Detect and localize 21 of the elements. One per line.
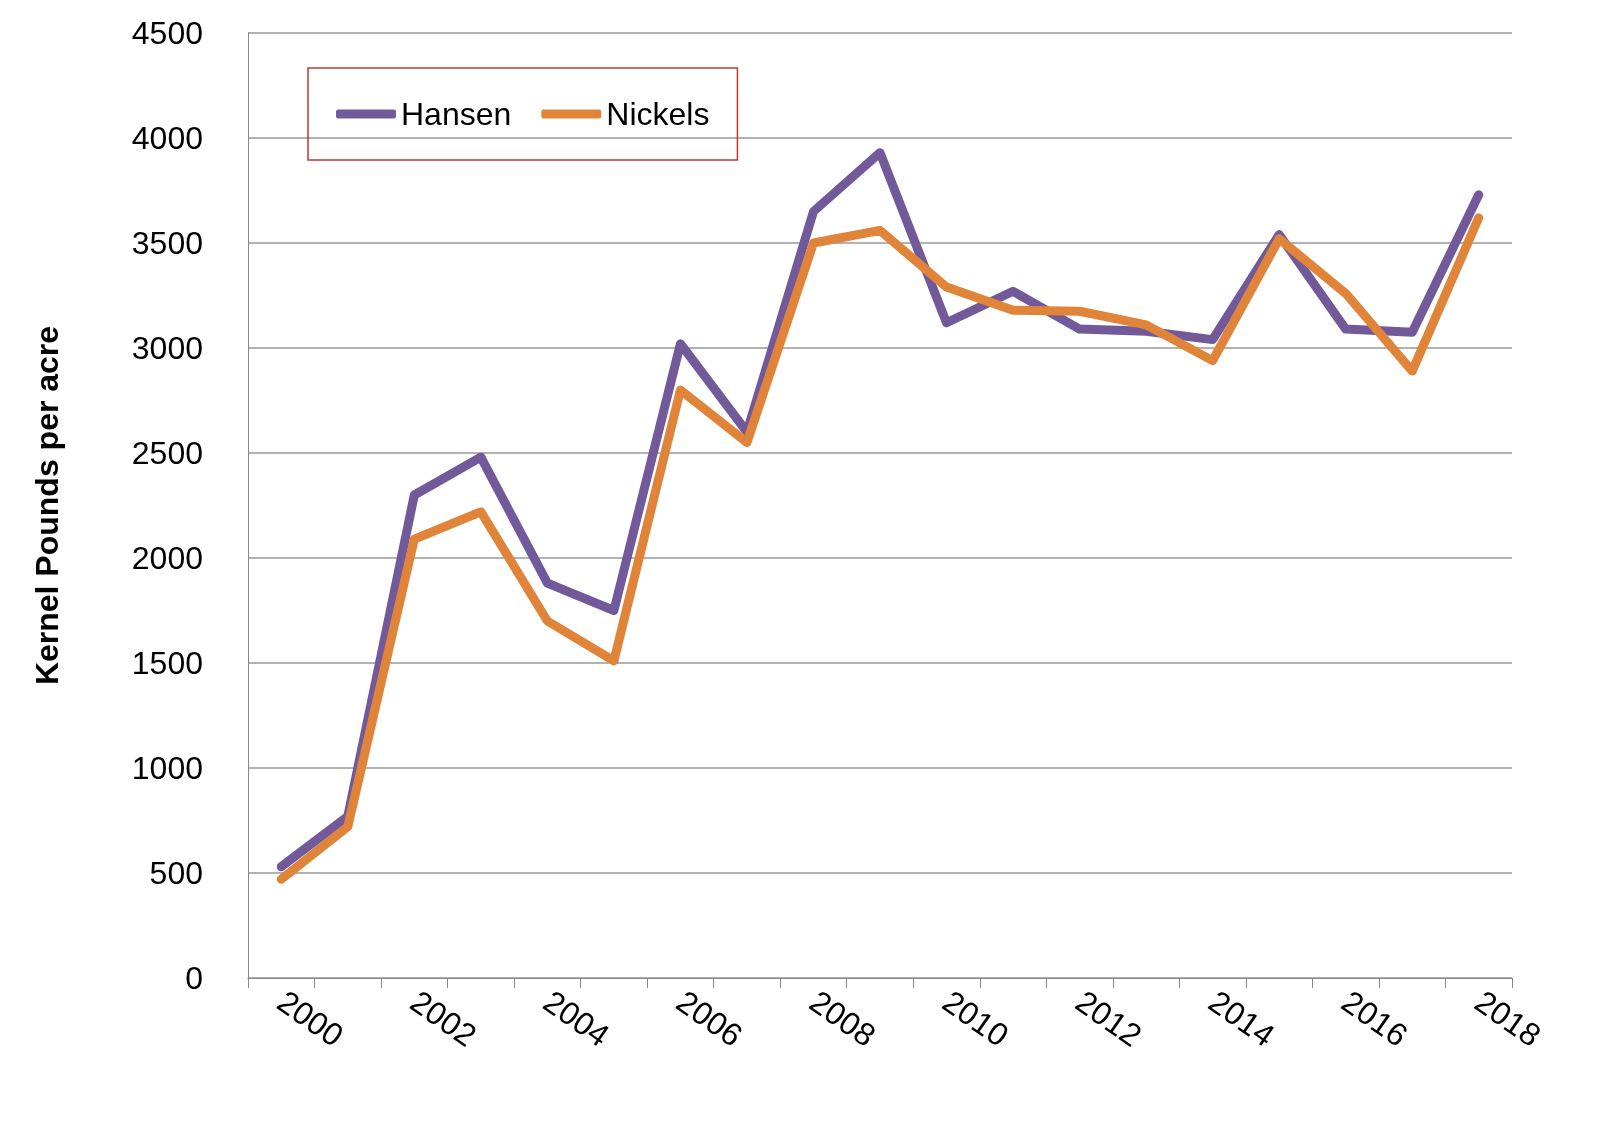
x-tick-label: 2018 (1468, 983, 1548, 1054)
y-tick-label: 3500 (131, 225, 203, 261)
x-tick-label: 2006 (670, 983, 750, 1054)
x-tick-label: 2016 (1335, 983, 1415, 1054)
y-tick-label: 4500 (131, 15, 203, 51)
y-tick-label: 2000 (131, 540, 203, 576)
y-tick-label: 3000 (131, 330, 203, 366)
y-axis-title: Kernel Pounds per acre (29, 325, 65, 686)
x-tick-label: 2004 (537, 983, 616, 1054)
legend-label: Hansen (401, 96, 512, 132)
y-tick-label: 1500 (131, 645, 203, 681)
x-tick-label: 2008 (803, 983, 883, 1054)
y-tick-label: 4000 (131, 120, 203, 156)
legend-label: Nickels (606, 96, 710, 132)
y-tick-label: 0 (185, 960, 203, 996)
x-tick-label: 2014 (1202, 983, 1282, 1054)
x-tick-label: 2000 (270, 983, 350, 1054)
x-tick-label: 2010 (936, 983, 1016, 1054)
y-tick-label: 500 (149, 855, 203, 891)
y-tick-label: 1000 (131, 750, 203, 786)
y-tick-label: 2500 (131, 435, 203, 471)
